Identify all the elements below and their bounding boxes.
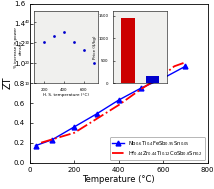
Nb$_{0.6}$Ti$_{0.4}$FeSb$_{0.95}$Sn$_{0.05}$ <box>184 65 187 67</box>
Nb$_{0.6}$Ti$_{0.4}$FeSb$_{0.95}$Sn$_{0.05}$ <box>140 87 142 89</box>
Bar <box>146 76 159 83</box>
Hf$_{0.44}$Zr$_{0.44}$Ti$_{0.12}$CoSb$_{0.8}$Sn$_{0.2}$ <box>40 142 42 144</box>
Hf$_{0.44}$Zr$_{0.44}$Ti$_{0.12}$CoSb$_{0.8}$Sn$_{0.2}$ <box>117 104 120 106</box>
Y-axis label: ZT: ZT <box>2 77 12 89</box>
Hf$_{0.44}$Zr$_{0.44}$Ti$_{0.12}$CoSb$_{0.8}$Sn$_{0.2}$ <box>173 65 175 67</box>
Nb$_{0.6}$Ti$_{0.4}$FeSb$_{0.95}$Sn$_{0.05}$ <box>162 77 164 79</box>
Y-axis label: % increase in power
density: % increase in power density <box>14 27 23 68</box>
Nb$_{0.6}$Ti$_{0.4}$FeSb$_{0.95}$Sn$_{0.05}$ <box>117 99 120 101</box>
Y-axis label: Price ($/kg): Price ($/kg) <box>93 36 97 59</box>
Nb$_{0.6}$Ti$_{0.4}$FeSb$_{0.95}$Sn$_{0.05}$ <box>51 139 54 141</box>
Hf$_{0.44}$Zr$_{0.44}$Ti$_{0.12}$CoSb$_{0.8}$Sn$_{0.2}$ <box>184 61 187 64</box>
Hf$_{0.44}$Zr$_{0.44}$Ti$_{0.12}$CoSb$_{0.8}$Sn$_{0.2}$ <box>73 132 76 134</box>
X-axis label: H. S. temperature (°C): H. S. temperature (°C) <box>43 93 89 97</box>
Nb$_{0.6}$Ti$_{0.4}$FeSb$_{0.95}$Sn$_{0.05}$ <box>95 113 98 115</box>
Bar <box>121 18 135 83</box>
Legend: Nb$_{0.6}$Ti$_{0.4}$FeSb$_{0.95}$Sn$_{0.05}$, Hf$_{0.44}$Zr$_{0.44}$Ti$_{0.12}$C: Nb$_{0.6}$Ti$_{0.4}$FeSb$_{0.95}$Sn$_{0.… <box>110 137 205 160</box>
Nb$_{0.6}$Ti$_{0.4}$FeSb$_{0.95}$Sn$_{0.05}$ <box>73 126 76 128</box>
Line: Nb$_{0.6}$Ti$_{0.4}$FeSb$_{0.95}$Sn$_{0.05}$: Nb$_{0.6}$Ti$_{0.4}$FeSb$_{0.95}$Sn$_{0.… <box>33 64 188 148</box>
X-axis label: Temperature (°C): Temperature (°C) <box>82 175 155 184</box>
Nb$_{0.6}$Ti$_{0.4}$FeSb$_{0.95}$Sn$_{0.05}$ <box>34 145 37 147</box>
Hf$_{0.44}$Zr$_{0.44}$Ti$_{0.12}$CoSb$_{0.8}$Sn$_{0.2}$ <box>162 74 164 76</box>
Hf$_{0.44}$Zr$_{0.44}$Ti$_{0.12}$CoSb$_{0.8}$Sn$_{0.2}$ <box>140 88 142 90</box>
Line: Hf$_{0.44}$Zr$_{0.44}$Ti$_{0.12}$CoSb$_{0.8}$Sn$_{0.2}$: Hf$_{0.44}$Zr$_{0.44}$Ti$_{0.12}$CoSb$_{… <box>41 62 185 143</box>
Hf$_{0.44}$Zr$_{0.44}$Ti$_{0.12}$CoSb$_{0.8}$Sn$_{0.2}$ <box>95 118 98 120</box>
